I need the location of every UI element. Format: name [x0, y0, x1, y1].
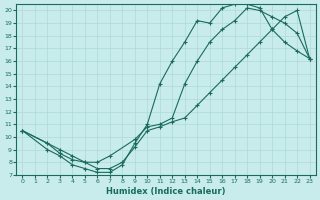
- X-axis label: Humidex (Indice chaleur): Humidex (Indice chaleur): [106, 187, 226, 196]
